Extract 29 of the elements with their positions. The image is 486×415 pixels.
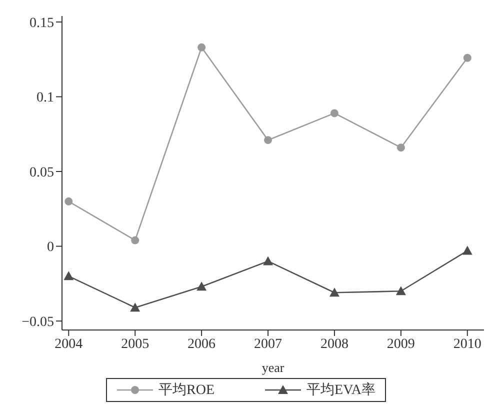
legend-label: 平均ROE (158, 382, 215, 399)
point (263, 256, 274, 266)
point (329, 288, 340, 297)
y-tick-label: 0 (47, 240, 54, 256)
y-tick-label: 0.15 (30, 16, 54, 31)
x-tick-label: 2006 (188, 336, 216, 352)
point (462, 246, 472, 255)
point (330, 109, 338, 118)
point (198, 43, 206, 52)
point (396, 144, 405, 152)
y-tick-label: −0.05 (22, 315, 54, 330)
point (130, 302, 140, 312)
point (196, 282, 207, 291)
x-tick-label: 2007 (254, 336, 282, 352)
x-tick-label: 2005 (121, 336, 150, 352)
y-tick-label: 0.1 (36, 90, 54, 106)
point (64, 271, 74, 280)
point (264, 136, 272, 144)
legend-label: 平均EVA率 (306, 381, 376, 399)
x-tick-label: 2004 (54, 336, 83, 352)
x-axis-title: year (262, 360, 285, 375)
point (463, 54, 472, 62)
x-tick-label: 2008 (320, 336, 348, 352)
point (396, 286, 406, 296)
y-tick-label: 0.05 (30, 165, 54, 180)
point (131, 236, 140, 244)
x-tick-label: 2009 (386, 336, 415, 352)
point (64, 197, 73, 206)
x-tick-label: 2010 (453, 336, 482, 352)
